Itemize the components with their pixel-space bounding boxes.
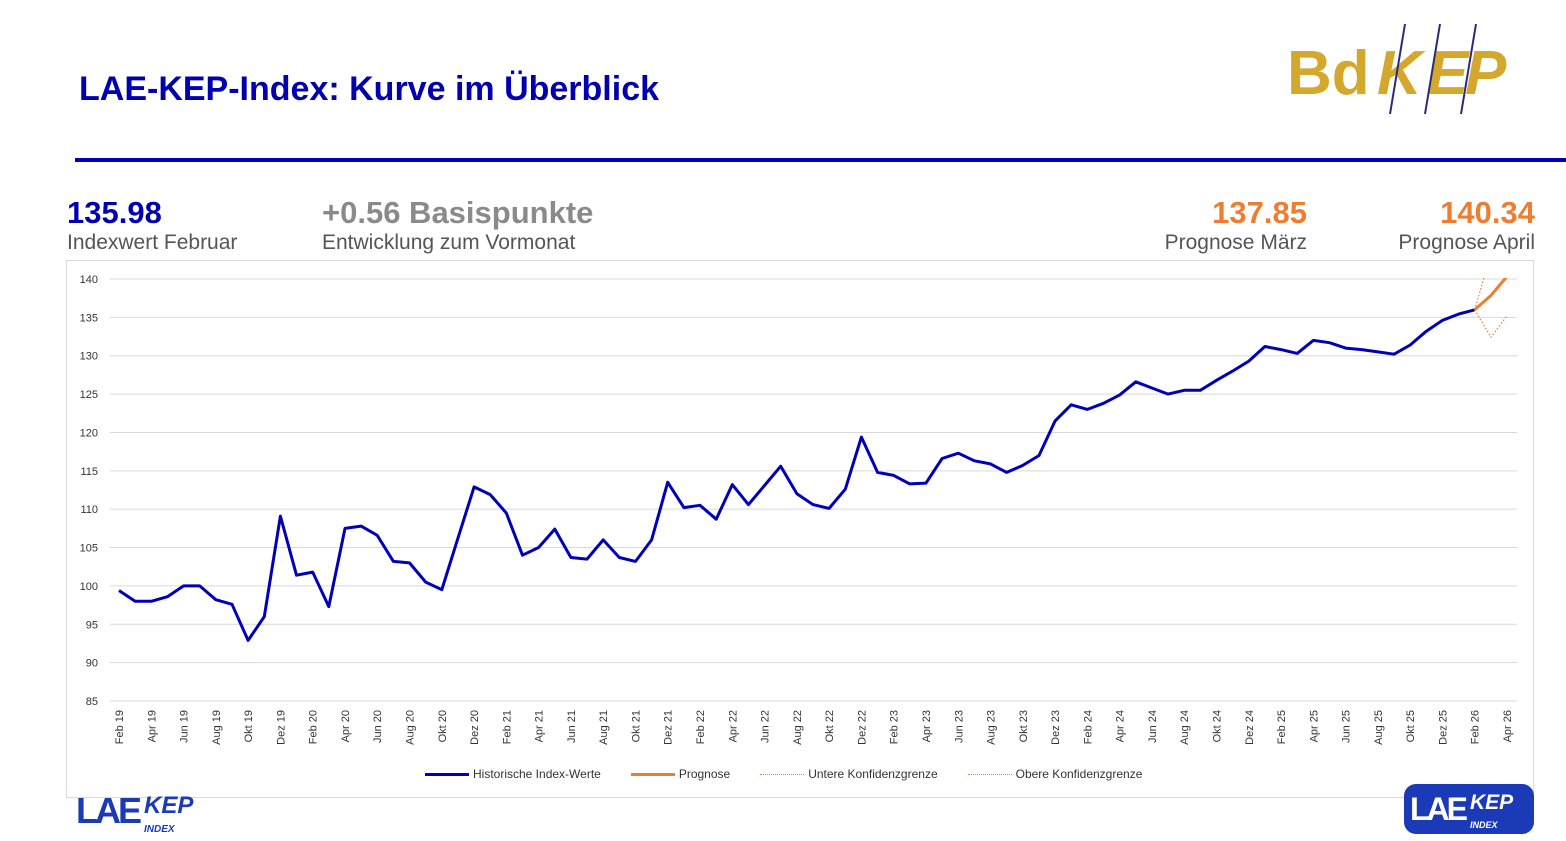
- header-divider: [75, 158, 1566, 162]
- x-tick-label: Aug 21: [598, 710, 610, 745]
- x-tick-label: Dez 19: [275, 710, 287, 745]
- legend-item-historical: Historische Index-Werte: [425, 767, 601, 781]
- x-tick-label: Feb 20: [308, 710, 320, 744]
- x-tick-label: Feb 23: [889, 710, 901, 744]
- lae-kep-index-logo-left: LAE KEP INDEX: [76, 790, 194, 834]
- kpi-value: 135.98: [67, 195, 162, 230]
- x-tick-label: Aug 24: [1179, 710, 1191, 745]
- x-tick-label: Apr 20: [340, 710, 352, 742]
- x-tick-label: Dez 21: [663, 710, 675, 745]
- y-tick-label: 100: [80, 581, 98, 593]
- x-tick-label: Okt 24: [1211, 710, 1223, 742]
- x-tick-label: Aug 25: [1373, 710, 1385, 745]
- series-line-untere-konfidenzgrenze: [1474, 309, 1508, 338]
- x-tick-label: Apr 26: [1502, 710, 1514, 742]
- svg-text:INDEX: INDEX: [144, 824, 176, 834]
- y-tick-label: 115: [80, 466, 98, 478]
- x-tick-label: Dez 23: [1050, 710, 1062, 745]
- y-tick-label: 130: [80, 351, 98, 363]
- y-tick-label: 105: [80, 543, 98, 555]
- x-tick-label: Feb 26: [1470, 710, 1482, 744]
- x-tick-label: Feb 22: [695, 710, 707, 744]
- chart-legend: Historische Index-Werte Prognose Untere …: [425, 767, 1142, 781]
- legend-label: Untere Konfidenzgrenze: [808, 767, 938, 781]
- x-tick-label: Dez 25: [1437, 710, 1449, 745]
- lae-kep-index-logo-right: LAE KEP INDEX: [1404, 784, 1534, 834]
- x-tick-label: Feb 19: [114, 710, 126, 744]
- kpi-label: Prognose April: [1398, 231, 1535, 254]
- x-tick-label: Aug 20: [405, 710, 417, 745]
- bdkep-logo: Bd K E P: [1287, 23, 1507, 115]
- svg-text:Bd: Bd: [1287, 39, 1370, 108]
- legend-label: Obere Konfidenzgrenze: [1015, 767, 1143, 781]
- kpi-value: +0.56 Basispunkte: [322, 195, 594, 230]
- x-tick-label: Okt 20: [437, 710, 449, 742]
- x-tick-label: Jun 22: [760, 710, 772, 743]
- y-tick-label: 140: [80, 274, 98, 286]
- page-title: LAE-KEP-Index: Kurve im Überblick: [79, 70, 660, 108]
- x-tick-label: Jun 21: [566, 710, 578, 743]
- legend-item-forecast: Prognose: [630, 767, 731, 781]
- x-tick-label: Apr 24: [1115, 710, 1127, 742]
- x-tick-label: Okt 21: [630, 710, 642, 742]
- x-tick-label: Apr 19: [146, 710, 158, 742]
- x-tick-label: Aug 19: [211, 710, 223, 745]
- x-tick-label: Feb 25: [1276, 710, 1288, 744]
- chart-area: [66, 260, 1534, 798]
- x-tick-label: Aug 22: [792, 710, 804, 745]
- y-tick-label: 95: [86, 619, 98, 631]
- x-tick-label: Dez 24: [1244, 710, 1256, 745]
- kpi-forecast-april: 140.34 Prognose April: [1398, 195, 1535, 255]
- svg-text:KEP: KEP: [1470, 791, 1514, 814]
- svg-text:E: E: [1427, 39, 1470, 108]
- y-tick-label: 125: [80, 389, 98, 401]
- y-tick-label: 110: [80, 504, 98, 516]
- svg-text:LAE: LAE: [76, 790, 141, 831]
- x-tick-label: Apr 22: [727, 710, 739, 742]
- legend-item-upper: Obere Konfidenzgrenze: [967, 767, 1143, 781]
- legend-item-lower: Untere Konfidenzgrenze: [760, 767, 938, 781]
- y-tick-label: 135: [80, 312, 98, 324]
- kpi-label: Indexwert Februar: [67, 231, 238, 254]
- series-line-obere-konfidenzgrenze: [1474, 278, 1485, 310]
- kpi-index-value: 135.98 Indexwert Februar: [67, 195, 237, 255]
- svg-text:KEP: KEP: [144, 792, 194, 819]
- x-tick-label: Apr 23: [921, 710, 933, 742]
- legend-label: Historische Index-Werte: [473, 767, 601, 781]
- svg-text:LAE: LAE: [1410, 791, 1468, 827]
- svg-text:INDEX: INDEX: [1470, 820, 1499, 830]
- x-tick-label: Jun 19: [179, 710, 191, 743]
- y-tick-label: 120: [80, 427, 98, 439]
- kpi-label: Entwicklung zum Vormonat: [322, 231, 576, 254]
- kpi-value: 137.85: [1212, 195, 1307, 230]
- x-tick-label: Jun 24: [1147, 710, 1159, 743]
- series-line-prognose: [1473, 278, 1508, 311]
- x-tick-label: Okt 25: [1405, 710, 1417, 742]
- x-tick-label: Okt 19: [243, 710, 255, 742]
- x-tick-label: Dez 20: [469, 710, 481, 745]
- kpi-label: Prognose März: [1164, 231, 1307, 254]
- x-tick-label: Aug 23: [986, 710, 998, 745]
- kpi-forecast-march: 137.85 Prognose März: [1165, 195, 1307, 255]
- y-tick-label: 85: [86, 696, 98, 708]
- x-tick-label: Jun 23: [953, 710, 965, 743]
- series-line-historische-index-werte: [118, 308, 1476, 642]
- x-tick-label: Jun 25: [1341, 710, 1353, 743]
- x-tick-label: Jun 20: [372, 710, 384, 743]
- y-tick-label: 90: [86, 658, 98, 670]
- x-tick-label: Okt 22: [824, 710, 836, 742]
- kpi-change: +0.56 Basispunkte Entwicklung zum Vormon…: [322, 195, 593, 255]
- x-tick-label: Feb 24: [1082, 710, 1094, 744]
- x-tick-label: Feb 21: [501, 710, 513, 744]
- x-tick-label: Okt 23: [1018, 710, 1030, 742]
- x-tick-label: Dez 22: [856, 710, 868, 745]
- x-tick-label: Apr 21: [534, 710, 546, 742]
- kpi-value: 140.34: [1440, 195, 1535, 230]
- legend-label: Prognose: [678, 767, 731, 781]
- x-tick-label: Apr 25: [1308, 710, 1320, 742]
